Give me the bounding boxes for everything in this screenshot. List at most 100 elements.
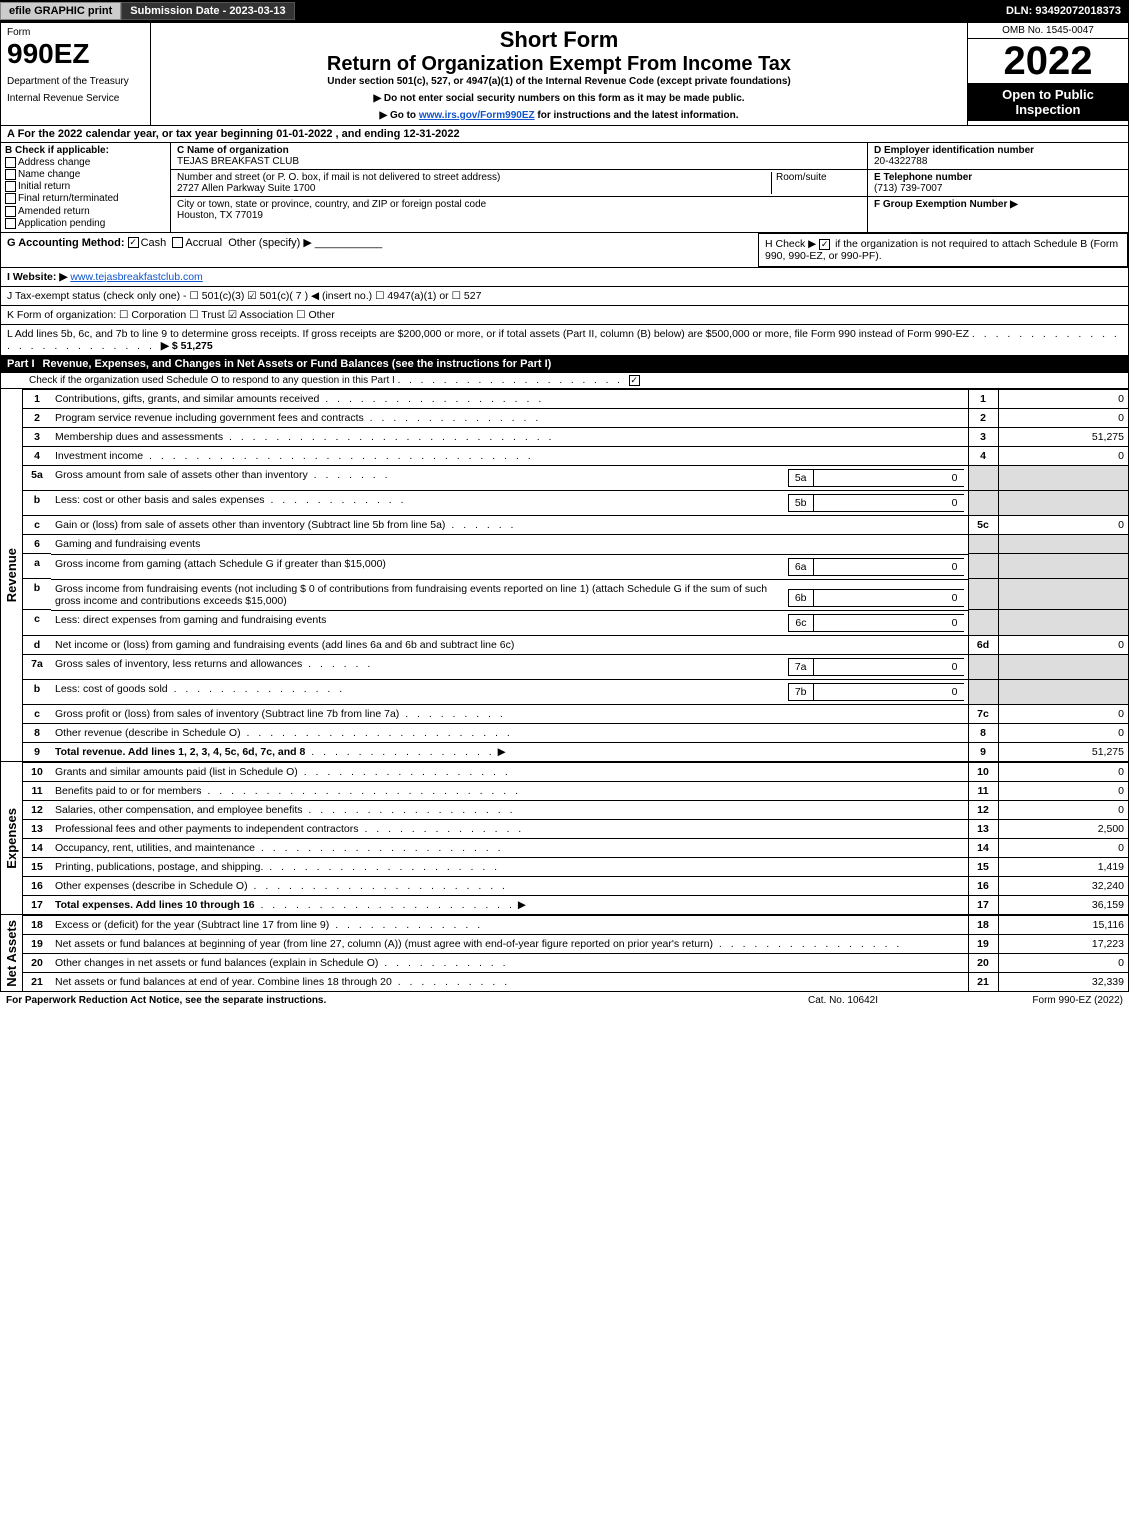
- netassets-table: 18Excess or (deficit) for the year (Subt…: [23, 915, 1128, 991]
- k-form-org-row: K Form of organization: ☐ Corporation ☐ …: [1, 305, 1128, 324]
- line-6b: bGross income from fundraising events (n…: [23, 579, 1128, 610]
- h-pre: H Check ▶: [765, 238, 819, 250]
- col-def: D Employer identification number 20-4322…: [868, 143, 1128, 232]
- cb-schedule-b[interactable]: ✓: [819, 239, 830, 250]
- submission-date-button[interactable]: Submission Date - 2023-03-13: [121, 2, 294, 20]
- subtitle-section: Under section 501(c), 527, or 4947(a)(1)…: [157, 76, 961, 87]
- block-bcd: B Check if applicable: Address change Na…: [1, 142, 1128, 232]
- cb-accrual[interactable]: [172, 237, 183, 248]
- part1-check-note: Check if the organization used Schedule …: [1, 373, 1128, 388]
- line-15: 15Printing, publications, postage, and s…: [23, 858, 1128, 877]
- j-tax-exempt-row: J Tax-exempt status (check only one) - ☐…: [1, 286, 1128, 305]
- form-number: 990EZ: [7, 38, 144, 70]
- line-6c: cLess: direct expenses from gaming and f…: [23, 610, 1128, 636]
- line-6d: dNet income or (loss) from gaming and fu…: [23, 635, 1128, 654]
- line-8: 8Other revenue (describe in Schedule O) …: [23, 724, 1128, 743]
- cb-name-change[interactable]: Name change: [5, 169, 166, 180]
- i-website-row: I Website: ▶ www.tejasbreakfastclub.com: [1, 267, 1128, 286]
- cb-application-pending[interactable]: Application pending: [5, 218, 166, 229]
- dept-treasury: Department of the Treasury: [7, 76, 144, 87]
- line-4: 4Investment income . . . . . . . . . . .…: [23, 446, 1128, 465]
- g-label: G Accounting Method:: [7, 237, 125, 249]
- col-c-org-info: C Name of organization TEJAS BREAKFAST C…: [171, 143, 868, 232]
- c-name-label: C Name of organization: [177, 145, 861, 156]
- cb-schedule-o[interactable]: ✓: [629, 375, 640, 386]
- footer-formref: Form 990-EZ (2022): [943, 995, 1123, 1006]
- line-5a: 5aGross amount from sale of assets other…: [23, 465, 1128, 490]
- line-12: 12Salaries, other compensation, and empl…: [23, 801, 1128, 820]
- dln-label: DLN: 93492072018373: [1006, 5, 1129, 17]
- header-left: Form 990EZ Department of the Treasury In…: [1, 23, 151, 125]
- website-link[interactable]: www.tejasbreakfastclub.com: [70, 271, 202, 283]
- cash-label: Cash: [141, 237, 167, 249]
- cb-amended-return[interactable]: Amended return: [5, 206, 166, 217]
- expenses-table: 10Grants and similar amounts paid (list …: [23, 762, 1128, 914]
- accrual-label: Accrual: [185, 237, 222, 249]
- note-ssn: ▶ Do not enter social security numbers o…: [157, 93, 961, 104]
- title-short-form: Short Form: [157, 27, 961, 53]
- cb-final-return[interactable]: Final return/terminated: [5, 193, 166, 204]
- ein-value: 20-4322788: [874, 156, 1122, 167]
- phone-value: (713) 739-7007: [874, 183, 1122, 194]
- page-footer: For Paperwork Reduction Act Notice, see …: [0, 992, 1129, 1009]
- note-website-post: for instructions and the latest informat…: [535, 110, 739, 121]
- d-ein-row: D Employer identification number 20-4322…: [868, 143, 1128, 170]
- e-label: E Telephone number: [874, 172, 1122, 183]
- revenue-table: 1Contributions, gifts, grants, and simil…: [23, 389, 1128, 762]
- l-gross-receipts-row: L Add lines 5b, 6c, and 7b to line 9 to …: [1, 324, 1128, 355]
- cb-initial-return[interactable]: Initial return: [5, 181, 166, 192]
- netassets-section: Net Assets 18Excess or (deficit) for the…: [1, 914, 1128, 991]
- efile-graphic-print-button[interactable]: efile GRAPHIC print: [0, 2, 121, 20]
- line-10: 10Grants and similar amounts paid (list …: [23, 763, 1128, 782]
- room-suite-label: Room/suite: [771, 172, 861, 194]
- form-word: Form: [7, 27, 144, 38]
- line-7b: bLess: cost of goods sold . . . . . . . …: [23, 679, 1128, 705]
- org-city: Houston, TX 77019: [177, 210, 861, 221]
- line-2: 2Program service revenue including gover…: [23, 408, 1128, 427]
- cb-cash[interactable]: ✓: [128, 237, 139, 248]
- line-7c: cGross profit or (loss) from sales of in…: [23, 705, 1128, 724]
- line-14: 14Occupancy, rent, utilities, and mainte…: [23, 839, 1128, 858]
- part1-badge: Part I: [7, 358, 43, 370]
- line-3: 3Membership dues and assessments . . . .…: [23, 427, 1128, 446]
- expenses-side-label: Expenses: [1, 762, 23, 914]
- top-bar: efile GRAPHIC print Submission Date - 20…: [0, 0, 1129, 22]
- l-text: L Add lines 5b, 6c, and 7b to line 9 to …: [7, 328, 969, 340]
- line-9: 9Total revenue. Add lines 1, 2, 3, 4, 5c…: [23, 743, 1128, 762]
- header-right: OMB No. 1545-0047 2022 Open to Public In…: [968, 23, 1128, 125]
- h-schedule-b: H Check ▶ ✓ if the organization is not r…: [758, 233, 1128, 267]
- line-19: 19Net assets or fund balances at beginni…: [23, 935, 1128, 954]
- org-name: TEJAS BREAKFAST CLUB: [177, 156, 861, 167]
- line-16: 16Other expenses (describe in Schedule O…: [23, 877, 1128, 896]
- line-21: 21Net assets or fund balances at end of …: [23, 973, 1128, 992]
- title-return-exempt: Return of Organization Exempt From Incom…: [157, 53, 961, 76]
- open-to-public: Open to Public Inspection: [968, 83, 1128, 121]
- f-group-row: F Group Exemption Number ▶: [868, 197, 1128, 212]
- line-7a: 7aGross sales of inventory, less returns…: [23, 654, 1128, 679]
- line-17: 17Total expenses. Add lines 10 through 1…: [23, 896, 1128, 915]
- expenses-section: Expenses 10Grants and similar amounts pa…: [1, 761, 1128, 914]
- gh-row: G Accounting Method: ✓Cash Accrual Other…: [1, 232, 1128, 267]
- form-header: Form 990EZ Department of the Treasury In…: [1, 23, 1128, 125]
- l-amount: ▶ $ 51,275: [161, 340, 213, 352]
- part1-title: Revenue, Expenses, and Changes in Net As…: [43, 358, 1122, 370]
- line-6a: aGross income from gaming (attach Schedu…: [23, 554, 1128, 579]
- line-13: 13Professional fees and other payments t…: [23, 820, 1128, 839]
- footer-paperwork: For Paperwork Reduction Act Notice, see …: [6, 995, 743, 1006]
- netassets-side-label: Net Assets: [1, 915, 23, 991]
- omb-number: OMB No. 1545-0047: [968, 23, 1128, 39]
- irs-label: Internal Revenue Service: [7, 93, 144, 104]
- note-website-pre: ▶ Go to: [379, 110, 418, 121]
- f-label: F Group Exemption Number ▶: [874, 199, 1122, 210]
- tax-year: 2022: [968, 39, 1128, 83]
- cb-address-change[interactable]: Address change: [5, 157, 166, 168]
- form-990ez: Form 990EZ Department of the Treasury In…: [0, 22, 1129, 992]
- line-18: 18Excess or (deficit) for the year (Subt…: [23, 916, 1128, 935]
- c-name-row: C Name of organization TEJAS BREAKFAST C…: [171, 143, 867, 170]
- irs-link[interactable]: www.irs.gov/Form990EZ: [419, 110, 535, 121]
- line-6: 6Gaming and fundraising events: [23, 535, 1128, 554]
- note-website: ▶ Go to www.irs.gov/Form990EZ for instru…: [157, 110, 961, 121]
- footer-catno: Cat. No. 10642I: [743, 995, 943, 1006]
- d-label: D Employer identification number: [874, 145, 1122, 156]
- e-phone-row: E Telephone number (713) 739-7007: [868, 170, 1128, 197]
